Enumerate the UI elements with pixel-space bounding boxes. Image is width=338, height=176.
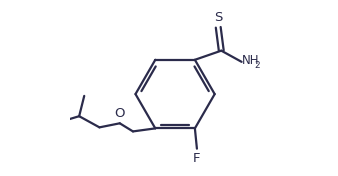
Text: NH: NH: [242, 54, 260, 67]
Text: O: O: [114, 107, 125, 120]
Text: 2: 2: [255, 61, 260, 70]
Text: F: F: [193, 152, 201, 165]
Text: S: S: [214, 11, 222, 24]
